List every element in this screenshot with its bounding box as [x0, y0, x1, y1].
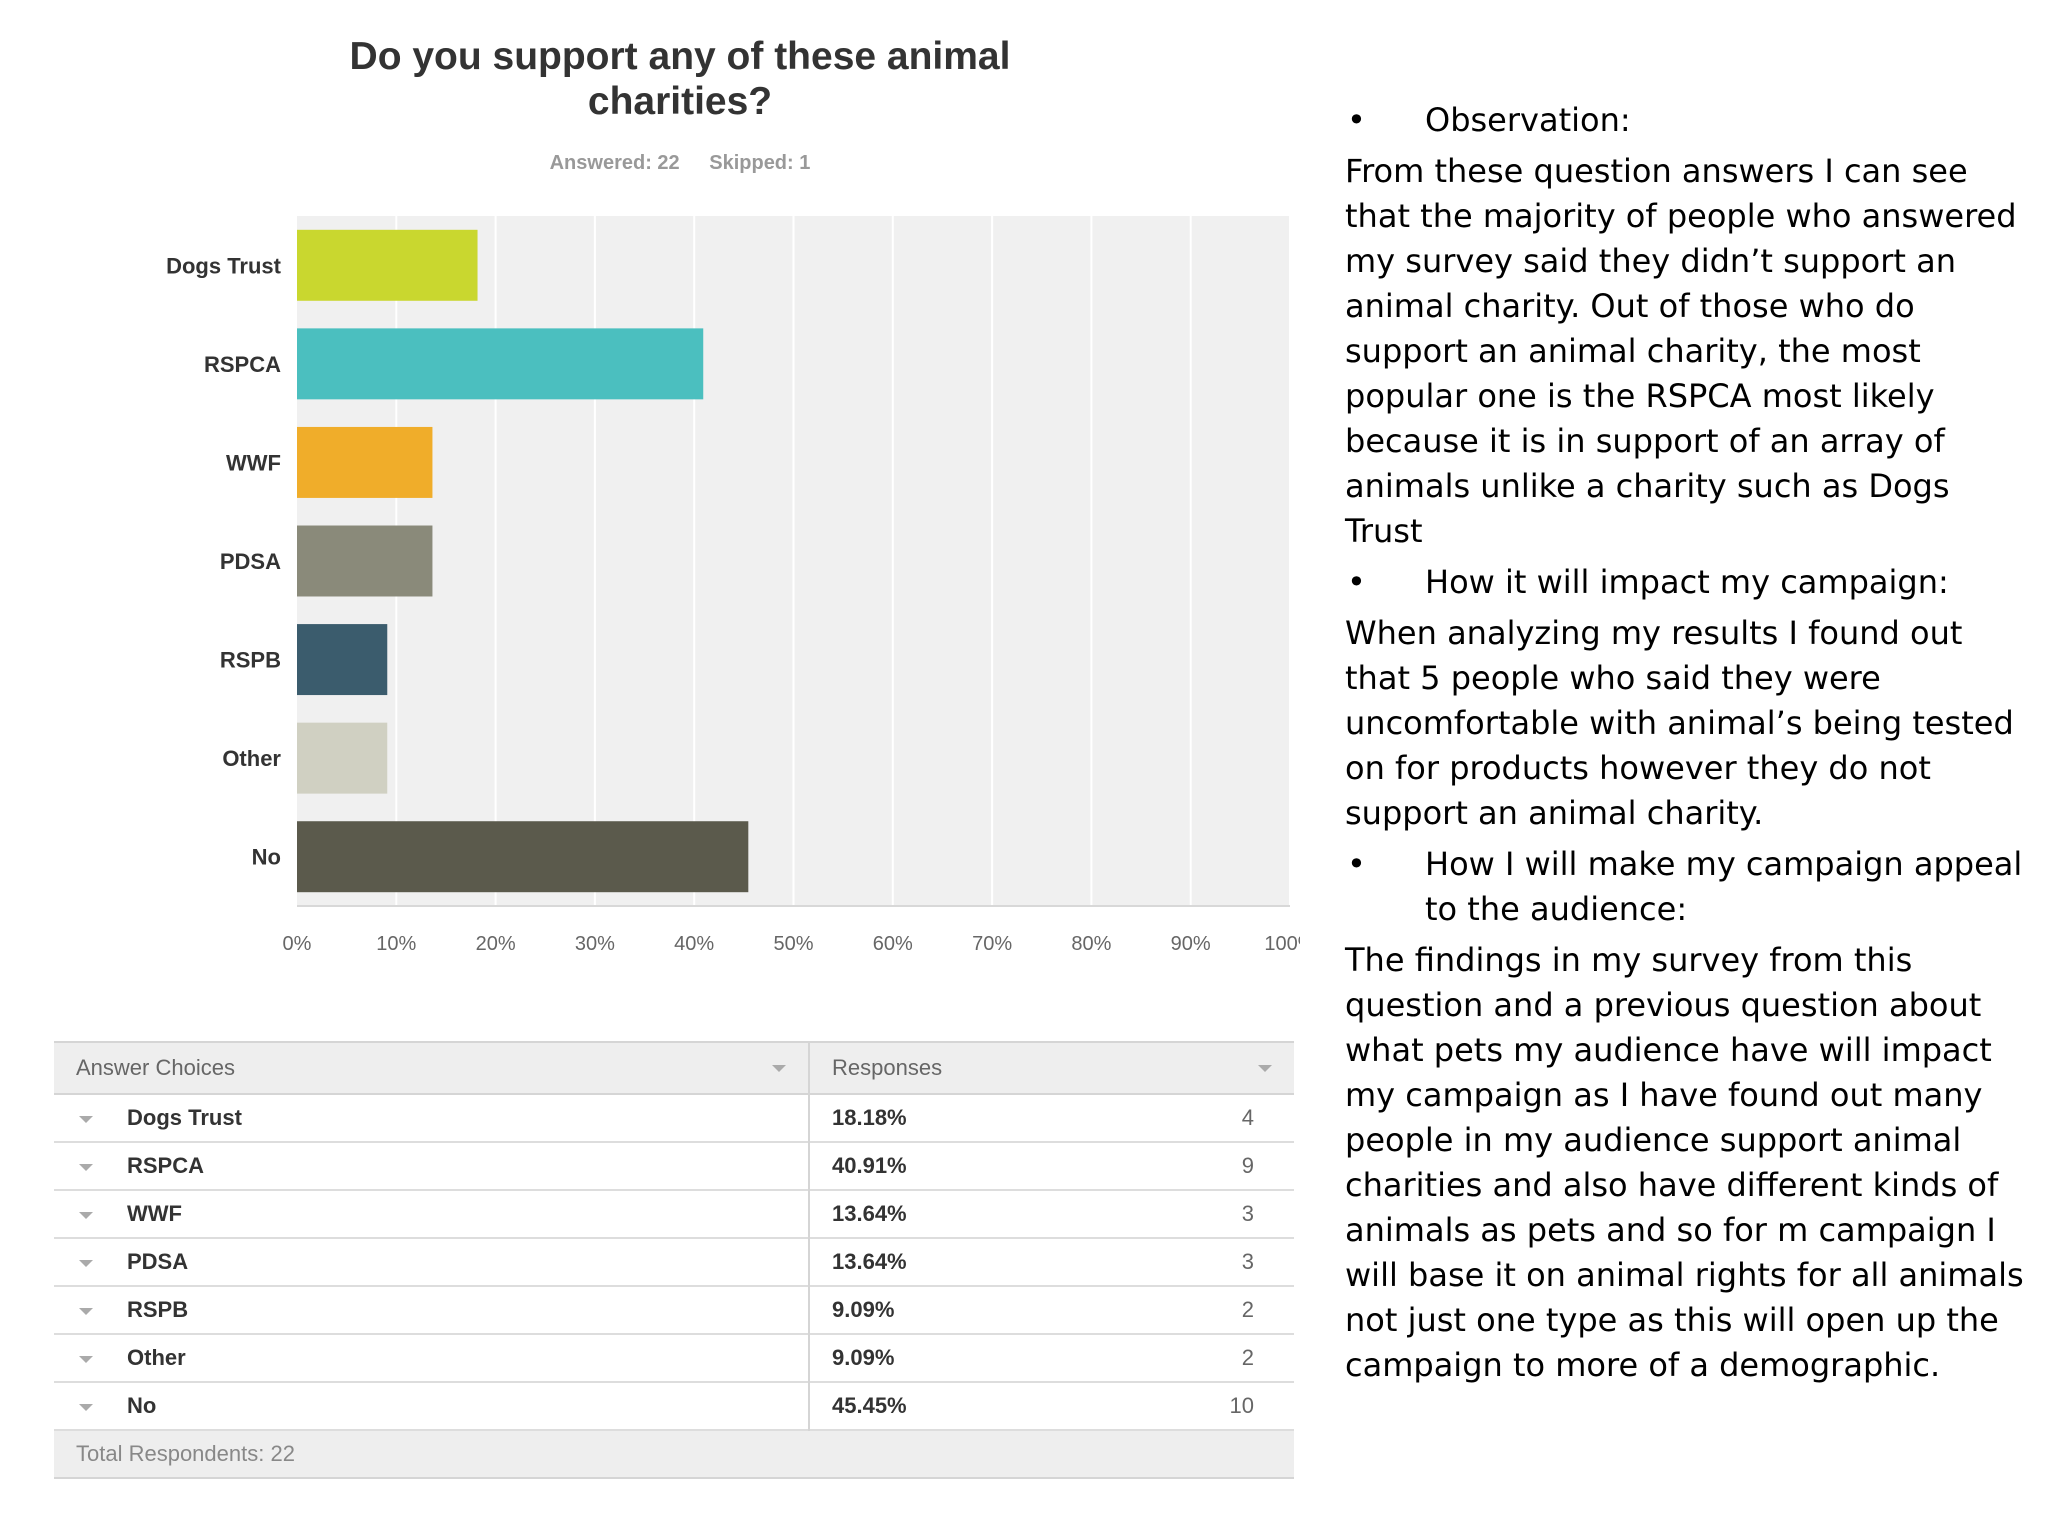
header-answer-choices[interactable]: Answer Choices	[54, 1042, 810, 1094]
x-tick-label: 20%	[476, 933, 516, 955]
notes-panel: • Observation: From these question answe…	[1345, 92, 2025, 1394]
answer-choice-cell: WWF	[54, 1190, 810, 1238]
response-count: 4	[1241, 1105, 1254, 1130]
answered-count: Answered: 22	[549, 152, 680, 174]
bar-other[interactable]	[297, 722, 388, 794]
response-count: 9	[1241, 1153, 1254, 1178]
bullet-impact: • How it will impact my campaign:	[1345, 560, 2025, 605]
expand-caret-icon[interactable]	[79, 1259, 93, 1267]
x-tick-label: 100%	[1264, 933, 1300, 955]
response-percent: 9.09%	[832, 1297, 895, 1322]
bullet-observation: • Observation:	[1345, 98, 2025, 143]
response-count: 3	[1241, 1201, 1254, 1226]
expand-caret-icon[interactable]	[79, 1403, 93, 1411]
answer-choice-label: Other	[127, 1345, 186, 1370]
y-category-label: PDSA	[220, 549, 281, 574]
bar-chart: 0% 10% 20% 30% 40% 50% 60% 70% 80% 90% 100% Dogs Tr…	[166, 216, 1300, 955]
y-category-label: Other	[222, 746, 281, 771]
table-row[interactable]: No 45.45% 10	[54, 1382, 1294, 1430]
y-category-label: RSPCA	[204, 352, 281, 377]
response-percent: 13.64%	[832, 1249, 907, 1274]
total-respondents: Total Respondents: 22	[76, 1441, 295, 1466]
header-responses[interactable]: Responses	[809, 1042, 1294, 1094]
bar-no[interactable]	[297, 821, 749, 893]
table-row[interactable]: Dogs Trust 18.18% 4	[54, 1094, 1294, 1142]
response-count: 3	[1241, 1249, 1254, 1274]
bullet-text: Observation:	[1425, 101, 1631, 139]
bar-pdsa[interactable]	[297, 525, 433, 597]
x-tick-label: 50%	[773, 933, 813, 955]
y-category-label: Dogs Trust	[166, 253, 282, 278]
bar-dogs-trust[interactable]	[297, 229, 478, 301]
x-tick-label: 80%	[1071, 933, 1111, 955]
table-row[interactable]: Other 9.09% 2	[54, 1334, 1294, 1382]
expand-caret-icon[interactable]	[79, 1115, 93, 1123]
answer-choice-cell: No	[54, 1382, 810, 1430]
answer-choice-label: No	[127, 1393, 157, 1418]
answer-choice-cell: PDSA	[54, 1238, 810, 1286]
table-row[interactable]: WWF 13.64% 3	[54, 1190, 1294, 1238]
answer-choice-label: WWF	[127, 1201, 182, 1226]
y-category-label: WWF	[226, 450, 281, 475]
bullet-text: How it will impact my campaign:	[1425, 563, 1949, 601]
bar-rspca[interactable]	[297, 328, 704, 400]
responses-table: Answer Choices Responses Dogs Trust 18.18…	[54, 1041, 1294, 1479]
answer-choice-cell: Dogs Trust	[54, 1094, 810, 1142]
x-tick-label: 30%	[575, 933, 615, 955]
x-tick-label: 0%	[283, 933, 312, 955]
y-category-label: No	[252, 845, 281, 870]
response-percent: 13.64%	[832, 1201, 907, 1226]
bar-rspb[interactable]	[297, 624, 388, 696]
response-count: 10	[1229, 1393, 1254, 1418]
expand-caret-icon[interactable]	[79, 1163, 93, 1171]
bullet-appeal: • How I will make my campaign appeal to …	[1345, 842, 2025, 932]
y-category-label: RSPB	[220, 648, 281, 673]
sort-caret-icon[interactable]	[772, 1065, 786, 1072]
table-row[interactable]: RSPCA 40.91% 9	[54, 1142, 1294, 1190]
x-tick-label: 70%	[972, 933, 1012, 955]
bullet-dot: •	[1347, 563, 1366, 601]
table-header: Answer Choices Responses	[54, 1042, 1294, 1094]
sort-caret-icon[interactable]	[1258, 1065, 1272, 1072]
answer-choice-label: PDSA	[127, 1249, 189, 1274]
answer-choice-cell: RSPCA	[54, 1142, 810, 1190]
response-count: 2	[1241, 1345, 1254, 1370]
table-footer: Total Respondents: 22	[54, 1430, 1294, 1478]
impact-text: When analyzing my results I found out th…	[1345, 614, 2014, 832]
answer-choice-label: Dogs Trust	[127, 1105, 242, 1130]
x-tick-label: 60%	[873, 933, 913, 955]
x-tick-label: 10%	[376, 933, 416, 955]
chart-title: Do you support any of these animal chari…	[349, 35, 1011, 123]
expand-caret-icon[interactable]	[79, 1307, 93, 1315]
answer-choice-cell: RSPB	[54, 1286, 810, 1334]
bullet-text: How I will make my campaign appeal to th…	[1425, 845, 2023, 928]
x-tick-label: 40%	[674, 933, 714, 955]
skipped-count: Skipped: 1	[709, 152, 811, 174]
response-percent: 18.18%	[832, 1105, 907, 1130]
observation-text: From these question answers I can see th…	[1345, 152, 2017, 550]
bullet-dot: •	[1347, 845, 1366, 883]
answer-choice-label: RSPCA	[127, 1153, 205, 1178]
table-row[interactable]: RSPB 9.09% 2	[54, 1286, 1294, 1334]
bullet-dot: •	[1347, 101, 1366, 139]
chart-meta: Answered: 22 Skipped: 1	[300, 152, 1060, 175]
appeal-text: The findings in my survey from this ques…	[1345, 941, 2024, 1384]
response-percent: 9.09%	[832, 1345, 895, 1370]
answer-choice-label: RSPB	[127, 1297, 189, 1322]
table-row[interactable]: PDSA 13.64% 3	[54, 1238, 1294, 1286]
expand-caret-icon[interactable]	[79, 1355, 93, 1363]
response-count: 2	[1241, 1297, 1254, 1322]
response-percent: 45.45%	[832, 1393, 907, 1418]
bar-wwf[interactable]	[297, 426, 433, 498]
expand-caret-icon[interactable]	[79, 1211, 93, 1219]
x-tick-label: 90%	[1171, 933, 1211, 955]
answer-choice-cell: Other	[54, 1334, 810, 1382]
response-percent: 40.91%	[832, 1153, 907, 1178]
